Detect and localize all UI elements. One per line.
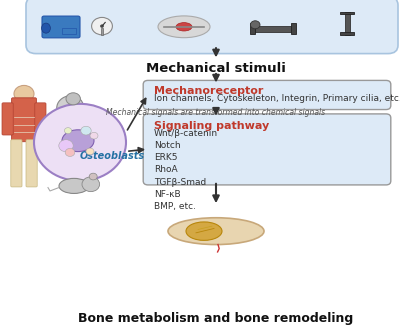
Ellipse shape [42,23,50,33]
Ellipse shape [186,222,222,241]
Ellipse shape [176,22,192,31]
Circle shape [92,17,112,35]
Circle shape [64,128,72,134]
FancyBboxPatch shape [143,80,391,110]
Circle shape [90,132,98,139]
Ellipse shape [168,218,264,245]
FancyBboxPatch shape [42,16,80,38]
Circle shape [66,93,80,105]
Text: Bone metabolism and bone remodeling: Bone metabolism and bone remodeling [78,312,354,325]
FancyBboxPatch shape [2,103,13,135]
Circle shape [81,126,91,135]
Bar [250,23,255,34]
FancyBboxPatch shape [26,0,398,54]
Bar [101,28,103,35]
Text: Ion channels, Cytoskeleton, Integrin, Primary cilia, etc.: Ion channels, Cytoskeleton, Integrin, Pr… [154,94,400,104]
Bar [340,32,354,35]
Bar [62,28,76,34]
Ellipse shape [59,178,89,194]
Circle shape [100,25,104,27]
Text: Mechanoreceptor: Mechanoreceptor [154,86,263,96]
Circle shape [250,21,260,29]
Bar [340,12,354,14]
FancyBboxPatch shape [12,98,36,142]
Bar [345,12,350,35]
Ellipse shape [57,96,83,119]
FancyBboxPatch shape [143,114,391,185]
Circle shape [89,173,97,180]
Circle shape [14,85,34,102]
Text: Wnt/β-catenin
Notch
ERK5
RhoA
TGFβ-Smad
NF-κB
BMP, etc.: Wnt/β-catenin Notch ERK5 RhoA TGFβ-Smad … [154,129,218,211]
FancyBboxPatch shape [35,103,46,135]
Circle shape [86,148,94,155]
Circle shape [82,177,100,192]
Ellipse shape [62,130,94,151]
Text: Mechanical stimuli: Mechanical stimuli [146,62,286,75]
Text: Signaling pathway: Signaling pathway [154,121,269,131]
Ellipse shape [158,16,210,38]
Circle shape [65,148,75,156]
FancyBboxPatch shape [26,140,37,187]
Circle shape [59,140,73,152]
Text: Osteoblasts: Osteoblasts [80,151,144,161]
Text: Mechanical signals are transformed into chemical signals: Mechanical signals are transformed into … [106,108,326,117]
Bar [252,26,292,32]
Circle shape [34,104,126,181]
Bar [291,23,296,34]
FancyBboxPatch shape [11,140,22,187]
